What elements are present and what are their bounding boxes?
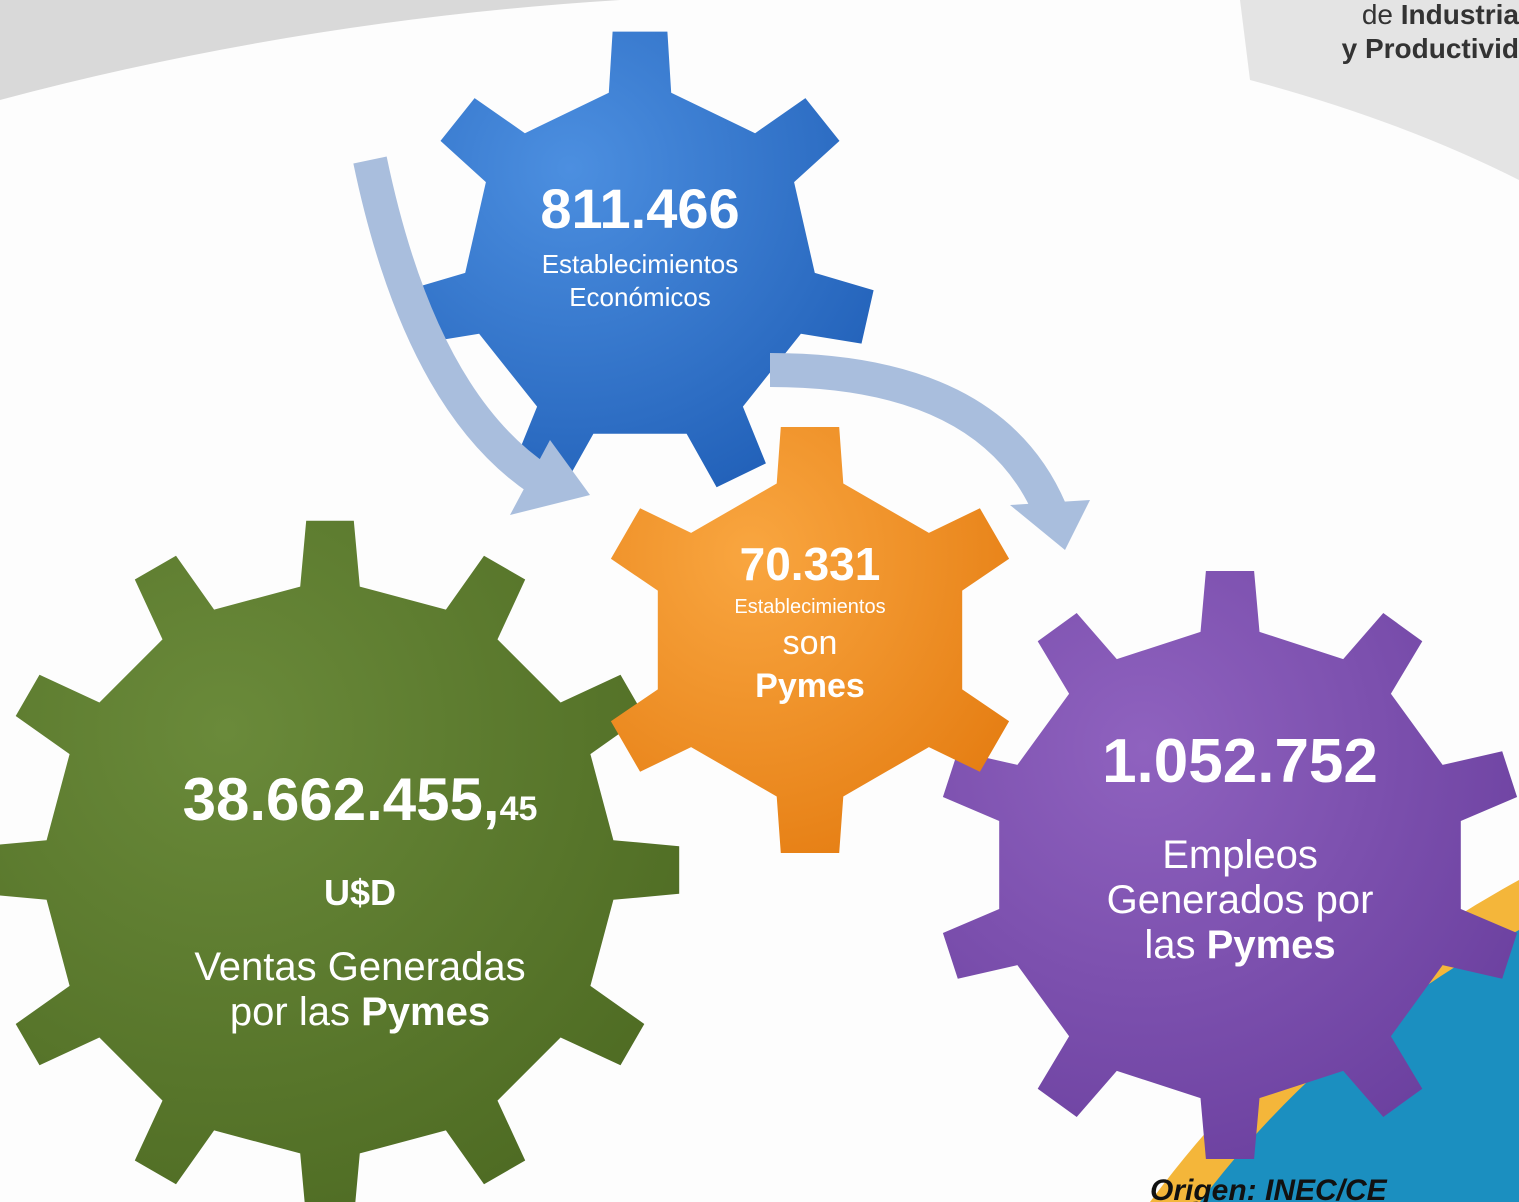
- logo-text: Industria: [1401, 0, 1519, 30]
- gear-text: son: [783, 624, 838, 662]
- gear-number: 70.331: [740, 538, 881, 590]
- gear-text: por las Pymes: [230, 990, 490, 1034]
- gear-text-part: Pymes: [361, 990, 490, 1034]
- logo-line1: de Industria: [1362, 0, 1519, 30]
- gear-number: 1.052.752: [1102, 727, 1378, 796]
- gear-unit: U$D: [324, 872, 396, 913]
- arrow-head: [510, 440, 590, 515]
- logo-text: de: [1362, 0, 1393, 30]
- gear-text: Económicos: [569, 282, 711, 312]
- source: Origen: INEC/CE: [1150, 1174, 1388, 1202]
- gear: [406, 31, 874, 488]
- gear-text-part: por las: [230, 990, 350, 1034]
- gear-number-small: 45: [500, 790, 538, 828]
- labels: 811.466 Establecimientos Económicos 70.3…: [183, 177, 1378, 1034]
- gear-number: 38.662.455,45: [183, 766, 538, 833]
- arrow-head: [1010, 500, 1090, 550]
- gear: [610, 427, 1010, 853]
- logo-shade: [1240, 0, 1519, 180]
- gear-text: las Pymes: [1144, 923, 1335, 967]
- gear-text-part: las: [1144, 923, 1195, 967]
- gear-text: Generados por: [1107, 878, 1374, 922]
- logo-line2: y Productivid: [1342, 33, 1519, 64]
- gear: [942, 571, 1518, 1159]
- arrow: [353, 156, 550, 495]
- gear-text: Empleos: [1162, 833, 1318, 877]
- gear-number: 811.466: [540, 177, 739, 240]
- gear-text: Establecimientos: [542, 249, 739, 279]
- gear-text: Ventas Generadas: [194, 945, 525, 989]
- gear: [0, 520, 680, 1202]
- swoosh-top: [0, 0, 620, 100]
- gear-text: Establecimientos: [734, 596, 885, 618]
- gear-text-part: Pymes: [1207, 923, 1336, 967]
- arrow: [769, 353, 1066, 517]
- gear-number-main: 38.662.455,: [183, 766, 500, 833]
- gear-text: Pymes: [755, 667, 865, 705]
